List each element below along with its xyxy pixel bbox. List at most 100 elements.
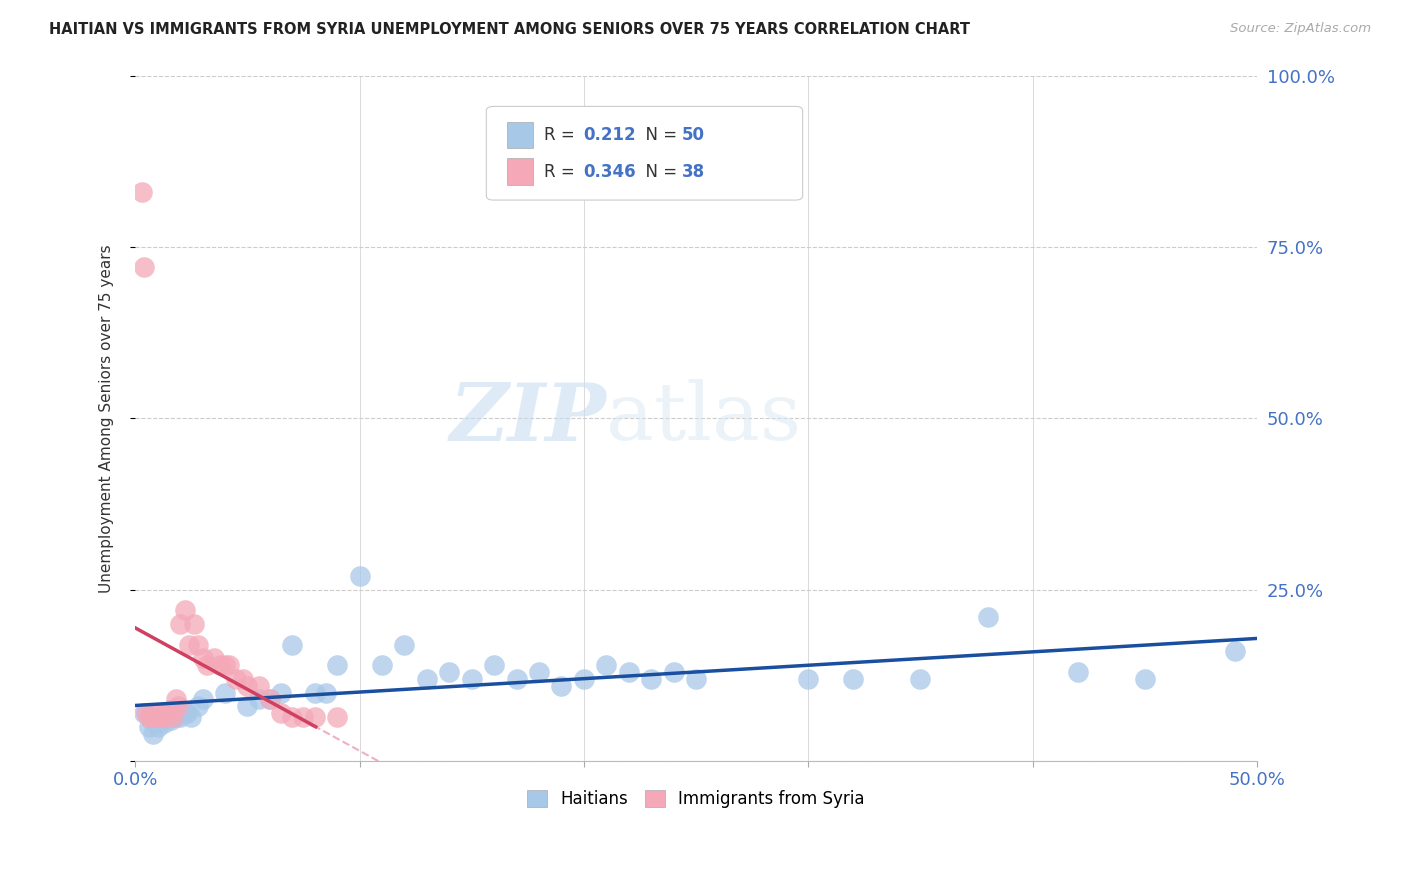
Point — [270, 685, 292, 699]
Point — [326, 658, 349, 673]
Point — [259, 692, 281, 706]
Point — [149, 709, 172, 723]
Point — [247, 679, 270, 693]
Point — [146, 720, 169, 734]
Point — [180, 709, 202, 723]
Point — [176, 706, 198, 720]
Point — [797, 672, 820, 686]
Text: 38: 38 — [682, 162, 704, 180]
Point — [640, 672, 662, 686]
Point — [183, 617, 205, 632]
Text: 50: 50 — [682, 126, 704, 144]
Point — [177, 638, 200, 652]
Point — [550, 679, 572, 693]
Text: HAITIAN VS IMMIGRANTS FROM SYRIA UNEMPLOYMENT AMONG SENIORS OVER 75 YEARS CORREL: HAITIAN VS IMMIGRANTS FROM SYRIA UNEMPLO… — [49, 22, 970, 37]
Point — [173, 706, 195, 720]
Text: N =: N = — [636, 162, 683, 180]
Point — [150, 706, 173, 720]
Text: 0.212: 0.212 — [583, 126, 636, 144]
Point — [505, 672, 527, 686]
Point — [394, 638, 416, 652]
Point — [225, 672, 247, 686]
Point — [142, 726, 165, 740]
Point — [145, 716, 167, 731]
Point — [166, 699, 188, 714]
Text: R =: R = — [544, 162, 581, 180]
Point — [281, 709, 304, 723]
Y-axis label: Unemployment Among Seniors over 75 years: Unemployment Among Seniors over 75 years — [100, 244, 114, 592]
Point — [572, 672, 595, 686]
Point — [209, 658, 232, 673]
Text: 0.346: 0.346 — [583, 162, 636, 180]
Point — [195, 658, 218, 673]
Point — [160, 703, 183, 717]
Text: atlas: atlas — [606, 379, 801, 458]
Point — [191, 692, 214, 706]
Point — [977, 610, 1000, 624]
Point — [326, 709, 349, 723]
Point — [292, 709, 315, 723]
Point — [371, 658, 394, 673]
Text: ZIP: ZIP — [450, 380, 606, 457]
Point — [138, 720, 160, 734]
Text: N =: N = — [636, 126, 683, 144]
Point — [139, 713, 162, 727]
Point — [131, 185, 153, 199]
Point — [155, 706, 177, 720]
Text: Source: ZipAtlas.com: Source: ZipAtlas.com — [1230, 22, 1371, 36]
Point — [162, 709, 184, 723]
Point — [349, 569, 371, 583]
Point — [439, 665, 461, 679]
Point — [304, 685, 326, 699]
Point — [166, 703, 188, 717]
Point — [169, 617, 191, 632]
Point — [169, 709, 191, 723]
Point — [165, 692, 187, 706]
Point — [187, 699, 209, 714]
Point — [149, 713, 172, 727]
Point — [270, 706, 292, 720]
Point — [482, 658, 505, 673]
Point — [139, 709, 162, 723]
Point — [153, 716, 176, 731]
Point — [1223, 644, 1246, 658]
Point — [236, 679, 259, 693]
Point — [134, 260, 156, 275]
Point — [153, 709, 176, 723]
Point — [685, 672, 707, 686]
Point — [461, 672, 484, 686]
Point — [281, 638, 304, 652]
Point — [191, 651, 214, 665]
Point — [160, 713, 183, 727]
Point — [247, 692, 270, 706]
Point — [146, 709, 169, 723]
Point — [138, 709, 160, 723]
Point — [232, 672, 254, 686]
Point — [315, 685, 337, 699]
Point — [155, 709, 177, 723]
Legend: Haitians, Immigrants from Syria: Haitians, Immigrants from Syria — [520, 783, 872, 814]
Point — [157, 706, 180, 720]
Point — [214, 658, 236, 673]
Point — [304, 709, 326, 723]
Point — [617, 665, 640, 679]
Point — [236, 699, 259, 714]
Point — [527, 665, 550, 679]
Point — [134, 706, 156, 720]
Point — [259, 692, 281, 706]
Point — [218, 658, 240, 673]
Point — [1133, 672, 1156, 686]
Point — [1066, 665, 1088, 679]
Point — [142, 709, 165, 723]
Point — [662, 665, 685, 679]
Point — [214, 685, 236, 699]
Point — [165, 709, 187, 723]
Point — [595, 658, 617, 673]
Point — [202, 651, 225, 665]
Point — [135, 706, 157, 720]
Point — [416, 672, 439, 686]
Point — [173, 603, 195, 617]
Point — [187, 638, 209, 652]
Point — [910, 672, 932, 686]
Point — [842, 672, 865, 686]
